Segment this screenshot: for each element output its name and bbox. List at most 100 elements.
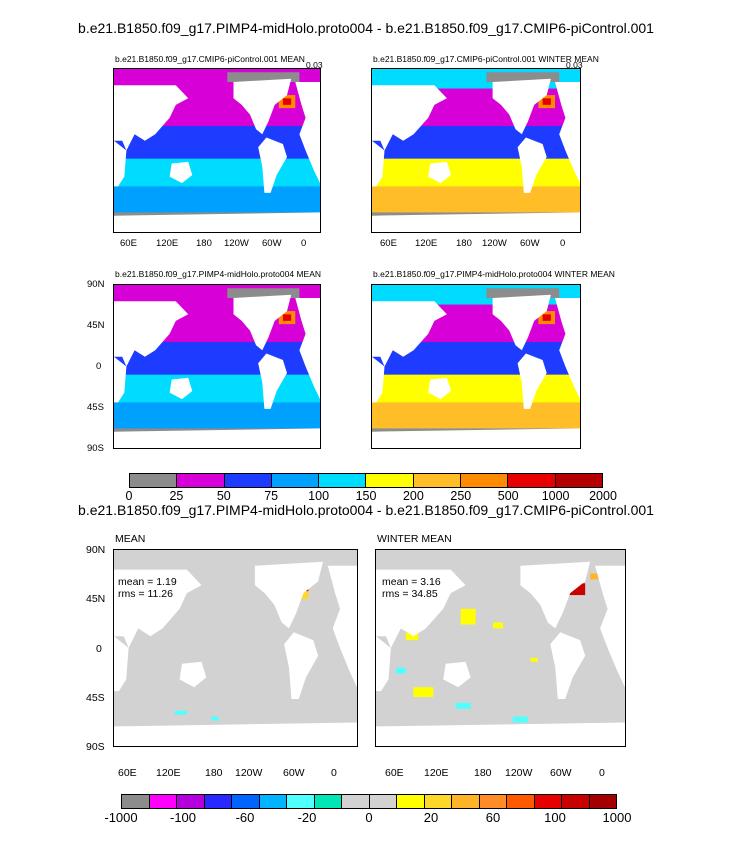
anomaly-patch	[211, 716, 219, 721]
lon-tick: 60E	[118, 767, 137, 779]
landmass	[376, 636, 391, 692]
landmass	[114, 636, 129, 692]
panel-title: b.e21.B1850.f09_g17.CMIP6-piControl.001 …	[373, 54, 599, 64]
landmass	[595, 565, 625, 688]
landmass	[376, 722, 625, 746]
colorbar-swatch	[369, 795, 397, 808]
lon-tick: 120W	[505, 767, 533, 779]
colorbar-label: 60	[485, 810, 501, 825]
colorbar-swatch	[259, 795, 287, 808]
colorbar-difference	[121, 794, 617, 809]
landmass	[372, 85, 447, 151]
lon-tick: 180	[456, 238, 472, 249]
colorbar-label: -1000	[104, 810, 138, 825]
lon-tick: 120E	[415, 238, 438, 249]
landmass	[114, 569, 202, 648]
map-piControl-mean	[113, 68, 321, 233]
landmass	[114, 140, 127, 187]
difference-title: b.e21.B1850.f09_g17.PIMP4-midHolo.proto0…	[78, 502, 654, 518]
panel-title: MEAN	[115, 533, 146, 545]
lat-tick: 0	[96, 361, 102, 372]
colorbar-swatch	[413, 474, 462, 487]
anomaly-patch	[460, 608, 476, 625]
map-canvas	[114, 285, 320, 448]
landmass	[443, 661, 471, 688]
lat-tick: 90S	[86, 741, 105, 753]
colorbar-swatch	[562, 795, 590, 808]
landmass	[284, 632, 319, 699]
landmass	[550, 632, 586, 699]
landmass	[492, 294, 551, 351]
map-piControl-winter-mean	[371, 68, 581, 233]
colorbar-swatch	[479, 795, 507, 808]
landmass	[179, 661, 207, 688]
landmass	[254, 561, 323, 629]
anomaly-patch	[565, 583, 586, 596]
lon-tick: 0	[599, 767, 605, 779]
landmass	[372, 428, 580, 448]
anomaly-patch	[493, 622, 503, 629]
panel-title: b.e21.B1850.f09_g17.PIMP4-midHolo.proto0…	[373, 269, 615, 279]
landmass	[114, 85, 189, 151]
stat-rms: rms = 34.85	[382, 588, 438, 600]
landmass	[555, 82, 580, 184]
colorbar-label: -20	[297, 810, 317, 825]
colorbar-label: 25	[169, 489, 184, 503]
landmass	[492, 78, 551, 135]
landmass	[114, 212, 320, 232]
lon-tick: 180	[474, 767, 492, 779]
stat-rms: rms = 11.26	[118, 588, 173, 600]
stat-mean: mean = 3.16	[382, 576, 441, 588]
colorbar-label: 150	[355, 489, 377, 503]
map-canvas	[376, 550, 625, 746]
landmass	[372, 356, 385, 403]
map-difference-winter-mean	[375, 549, 626, 747]
panel-title: b.e21.B1850.f09_g17.PIMP4-midHolo.proto0…	[115, 269, 322, 279]
anomaly-patch	[395, 667, 406, 674]
landmass	[258, 353, 287, 409]
lon-tick: 0	[560, 238, 566, 249]
lat-tick: 45N	[86, 593, 106, 605]
colorbar-swatch	[177, 795, 205, 808]
colorbar-swatch	[314, 795, 342, 808]
landmass	[258, 137, 287, 193]
map-canvas	[114, 69, 320, 232]
panel-title: WINTER MEAN	[377, 533, 452, 545]
lon-tick: 60W	[520, 238, 540, 249]
landmass	[114, 428, 320, 448]
lon-tick: 60E	[380, 238, 397, 249]
colorbar-label: 250	[450, 489, 472, 503]
colorbar-label: 0	[125, 489, 133, 503]
colorbar-swatch	[342, 795, 370, 808]
anomaly-patch	[405, 632, 419, 641]
colorbar-magnitude	[129, 473, 603, 488]
landmass	[372, 301, 447, 367]
landmass	[233, 78, 292, 135]
colorbar-swatch	[122, 795, 150, 808]
map-difference-mean	[113, 549, 358, 747]
colorbar-label: 20	[423, 810, 439, 825]
anomaly-patch	[174, 710, 187, 715]
lon-tick: 60E	[120, 238, 137, 249]
landmass	[372, 140, 385, 187]
lat-tick: 90N	[86, 544, 106, 556]
colorbar-swatch	[508, 474, 556, 487]
map-midHolo-winter-mean	[371, 284, 581, 449]
colorbar-label: 200	[402, 489, 424, 503]
lon-tick: 120W	[235, 767, 263, 779]
landmass	[114, 356, 127, 403]
lon-tick: 120E	[156, 238, 179, 249]
anomaly-patch	[413, 687, 434, 697]
landmass	[517, 137, 547, 193]
colorbar-swatch	[397, 795, 425, 808]
lon-tick: 180	[205, 767, 223, 779]
colorbar-label: 50	[216, 489, 231, 503]
landmass	[428, 377, 451, 400]
landmass	[520, 561, 591, 629]
colorbar-label: -100	[169, 810, 197, 825]
lat-tick: 0	[96, 643, 102, 655]
colorbar-swatch	[534, 795, 562, 808]
colorbar-label: 1000	[602, 810, 632, 825]
lat-tick: 90N	[87, 279, 105, 290]
lon-tick: 180	[196, 238, 212, 249]
